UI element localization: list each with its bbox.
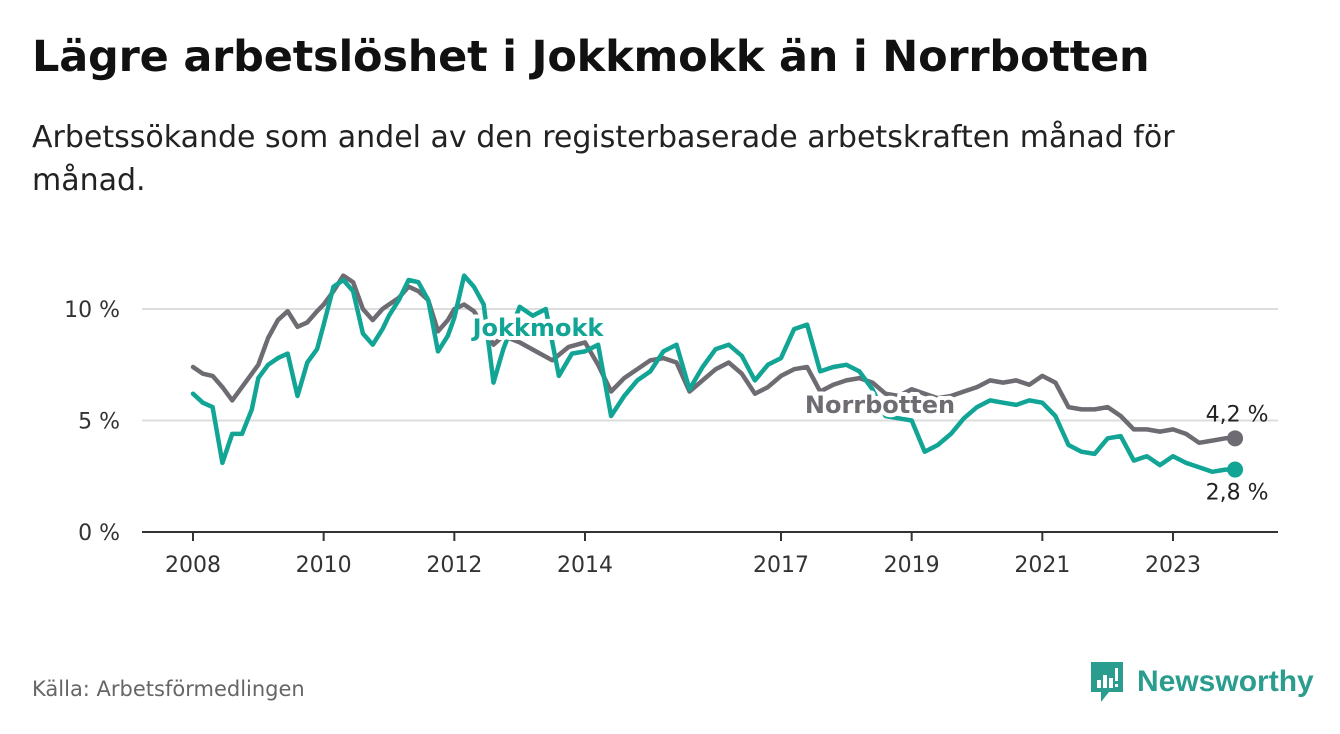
brand-name: Newsworthy — [1137, 665, 1314, 698]
x-tick-label: 2023 — [1145, 553, 1201, 578]
series-endpoint-jokkmokk — [1227, 461, 1244, 478]
y-axis-ticks: 0 % 5 % 10 % — [64, 298, 120, 546]
newsworthy-logo-icon — [1091, 662, 1123, 702]
series-line-jokkmokk — [190, 273, 1238, 475]
x-tick-label: 2019 — [884, 553, 940, 578]
x-axis-ticks: 2008 2010 2012 2014 2017 2019 2021 2023 — [165, 532, 1201, 578]
series-name-label-jokkmokk: Jokkmokk — [471, 314, 605, 342]
grid-lines — [142, 308, 1278, 422]
y-tick-label: 0 % — [78, 521, 120, 546]
series-name-label-norrbotten: Norrbotten — [805, 391, 955, 419]
x-tick-label: 2012 — [426, 553, 482, 578]
x-tick-label: 2021 — [1014, 553, 1070, 578]
x-tick-label: 2014 — [557, 553, 613, 578]
end-value-label-jokkmokk: 2,8 % — [1206, 481, 1269, 506]
series-name-halo: Norrbotten — [805, 391, 955, 419]
newsworthy-logo[interactable]: Newsworthy — [1089, 660, 1314, 704]
y-tick-label: 10 % — [64, 298, 120, 323]
series-lines — [190, 273, 1244, 478]
y-tick-label: 5 % — [78, 410, 120, 435]
chart-subtitle: Arbetssökande som andel av den registerb… — [32, 120, 1175, 198]
end-value-label-norrbotten: 4,2 % — [1206, 402, 1269, 427]
x-tick-label: 2017 — [753, 553, 809, 578]
x-tick-label: 2010 — [296, 553, 352, 578]
series-line-norrbotten — [190, 273, 1238, 446]
series-labels: 4,2 %2,8 %NorrbottenNorrbottenJokkmokkJo… — [467, 310, 1269, 506]
series-name-halo: Jokkmokk — [471, 314, 605, 342]
chart-title: Lägre arbetslöshet i Jokkmokk än i Norrb… — [32, 32, 1150, 82]
series-endpoint-norrbotten — [1227, 430, 1244, 447]
x-tick-label: 2008 — [165, 553, 221, 578]
source-note: Källa: Arbetsförmedlingen — [32, 677, 305, 701]
